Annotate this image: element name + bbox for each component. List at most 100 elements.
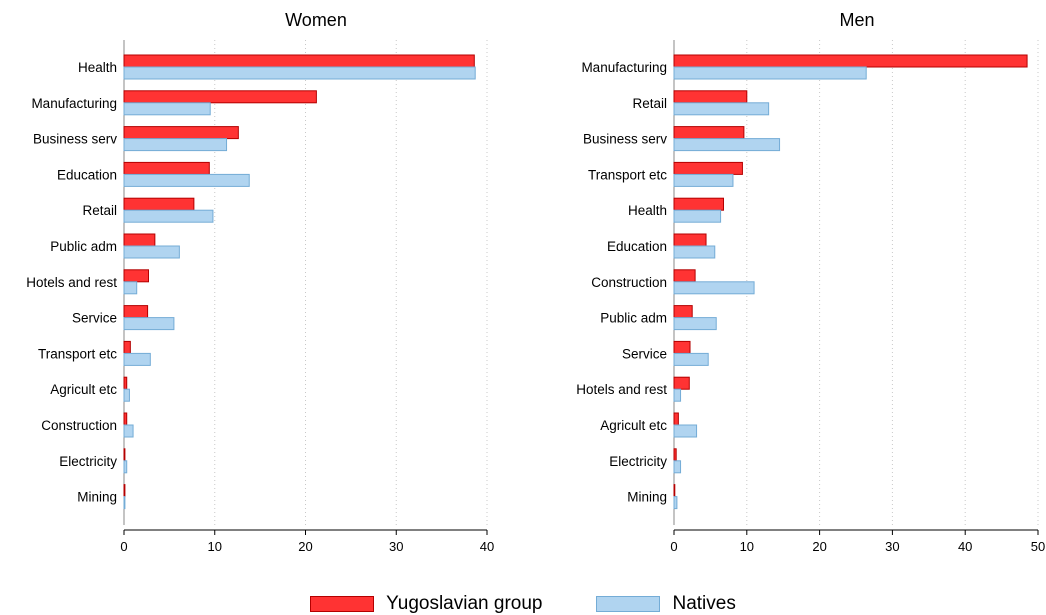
bar-natives [673, 352, 709, 366]
bar-natives [123, 496, 126, 510]
bar-yugoslavian [123, 412, 128, 426]
bar-natives [673, 245, 716, 259]
bar-yugoslavian [673, 197, 725, 211]
bar-yugoslavian [123, 340, 131, 354]
bar-natives [673, 424, 698, 438]
x-tick-label: 30 [885, 539, 899, 554]
legend: Yugoslavian group Natives [0, 592, 1046, 615]
category-label: Education [607, 239, 667, 254]
bar-yugoslavian [673, 448, 677, 462]
bar-natives [673, 209, 722, 223]
category-label: Retail [82, 203, 117, 218]
legend-item-natives: Natives [596, 592, 736, 615]
bar-yugoslavian [673, 412, 679, 426]
category-label: Service [72, 311, 117, 326]
bar-natives [123, 388, 130, 402]
category-label: Manufacturing [581, 60, 667, 75]
bar-yugoslavian [123, 126, 239, 140]
bar-yugoslavian [673, 126, 745, 140]
bar-natives [123, 66, 476, 80]
legend-label-natives: Natives [672, 592, 736, 614]
bar-natives [673, 388, 682, 402]
bar-natives [123, 138, 228, 152]
x-tick-label: 40 [480, 539, 494, 554]
x-tick-label: 40 [958, 539, 972, 554]
bar-yugoslavian [123, 197, 195, 211]
legend-swatch-natives [596, 595, 661, 612]
bar-yugoslavian [123, 305, 149, 319]
bar-natives [123, 424, 134, 438]
bar-natives [123, 102, 211, 116]
bar-natives [123, 245, 180, 259]
bar-natives [673, 102, 770, 116]
bar-yugoslavian [123, 269, 150, 283]
x-tick-label: 30 [389, 539, 403, 554]
bar-yugoslavian [123, 54, 475, 68]
bar-natives [123, 352, 151, 366]
category-label: Hotels and rest [576, 382, 667, 397]
bar-natives [123, 173, 250, 187]
bar-natives [123, 209, 214, 223]
category-label: Health [628, 203, 667, 218]
category-label: Mining [627, 490, 667, 505]
category-label: Construction [591, 275, 667, 290]
x-tick-label: 50 [1031, 539, 1045, 554]
bar-natives [673, 66, 867, 80]
category-label: Hotels and rest [26, 275, 117, 290]
bar-yugoslavian [123, 448, 126, 462]
category-label: Public adm [600, 311, 667, 326]
bar-natives [673, 173, 734, 187]
category-label: Agricult etc [50, 382, 117, 397]
category-label: Manufacturing [31, 96, 117, 111]
category-label: Public adm [50, 239, 117, 254]
category-label: Service [622, 346, 667, 361]
category-label: Electricity [609, 454, 667, 469]
bar-natives [673, 496, 678, 510]
x-tick-label: 20 [812, 539, 826, 554]
bar-yugoslavian [673, 269, 696, 283]
category-label: Business serv [583, 132, 667, 147]
bar-natives [673, 281, 755, 295]
bar-yugoslavian [673, 340, 691, 354]
category-label: Electricity [59, 454, 117, 469]
panel-title: Men [839, 10, 874, 30]
bar-yugoslavian [673, 484, 676, 498]
legend-label-yugoslavian: Yugoslavian group [386, 592, 543, 614]
bar-yugoslavian [673, 305, 693, 319]
bar-yugoslavian [123, 233, 156, 247]
bar-yugoslavian [123, 161, 210, 175]
category-label: Retail [632, 96, 667, 111]
legend-swatch-yugoslavian [310, 595, 375, 612]
chart-canvas: Women 0 10 20 30 40 Health Manufacturing Busines… [26, 10, 1045, 554]
x-tick-label: 20 [298, 539, 312, 554]
x-tick-label: 0 [670, 539, 677, 554]
bar-yugoslavian [123, 484, 126, 498]
bar-natives [123, 460, 128, 474]
x-tick-label: 10 [208, 539, 222, 554]
category-label: Transport etc [38, 346, 117, 361]
bar-natives [673, 317, 717, 331]
category-label: Mining [77, 490, 117, 505]
bar-natives [673, 460, 682, 474]
bar-natives [673, 138, 781, 152]
category-label: Business serv [33, 132, 117, 147]
category-label: Agricult etc [600, 418, 667, 433]
bar-yugoslavian [123, 376, 128, 390]
bar-yugoslavian [673, 54, 1028, 68]
bar-yugoslavian [673, 161, 743, 175]
bar-natives [123, 281, 138, 295]
bar-yugoslavian [673, 376, 690, 390]
category-label: Health [78, 60, 117, 75]
category-label: Education [57, 167, 117, 182]
bar-natives [123, 317, 175, 331]
panel-title: Women [285, 10, 347, 30]
category-label: Construction [41, 418, 117, 433]
bar-yugoslavian [673, 90, 748, 104]
category-label: Transport etc [588, 167, 667, 182]
legend-item-yugoslavian: Yugoslavian group [310, 593, 542, 615]
x-tick-label: 10 [740, 539, 754, 554]
x-tick-label: 0 [120, 539, 127, 554]
bar-yugoslavian [123, 90, 317, 104]
bar-yugoslavian [673, 233, 707, 247]
